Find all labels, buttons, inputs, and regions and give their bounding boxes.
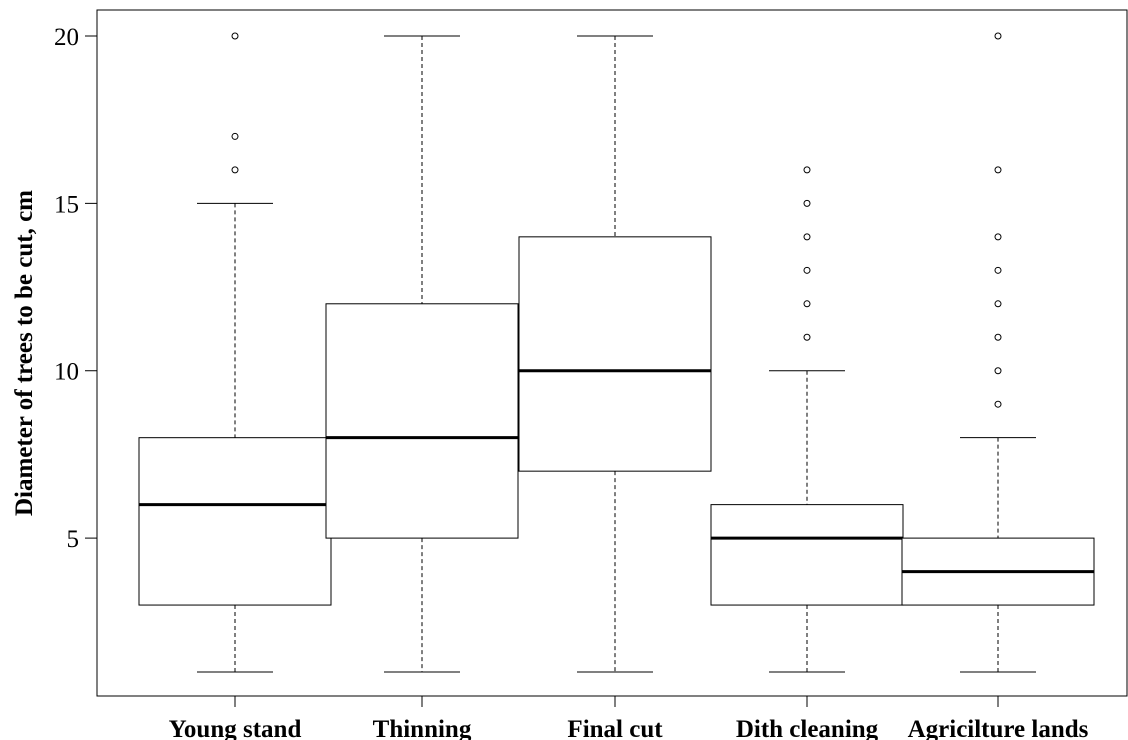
y-tick-label: 15 bbox=[54, 191, 79, 218]
x-category-label: Thinning bbox=[373, 716, 472, 740]
outlier-point bbox=[994, 233, 1002, 241]
outlier-point bbox=[803, 333, 811, 341]
iqr-box bbox=[138, 437, 332, 606]
iqr-box bbox=[518, 236, 712, 472]
outlier-point bbox=[994, 300, 1002, 308]
x-category-label: Agricilture lands bbox=[908, 716, 1089, 740]
box-group bbox=[138, 32, 1095, 673]
outlier-point bbox=[231, 132, 239, 140]
outlier-point bbox=[803, 199, 811, 207]
x-category-label: Young stand bbox=[169, 716, 302, 740]
outlier-point bbox=[803, 166, 811, 174]
outlier-point bbox=[803, 266, 811, 274]
x-axis: Young stand Thinning Final cut Dith cleanin… bbox=[169, 696, 1089, 740]
outlier-point bbox=[994, 32, 1002, 40]
outlier-point bbox=[994, 166, 1002, 174]
x-category-label: Final cut bbox=[567, 716, 663, 740]
outlier-point bbox=[803, 233, 811, 241]
iqr-box bbox=[710, 504, 904, 606]
outlier-point bbox=[994, 266, 1002, 274]
outlier-point bbox=[231, 166, 239, 174]
plot-frame bbox=[96, 9, 1128, 697]
y-tick-label: 10 bbox=[54, 359, 79, 386]
y-axis: 5 10 15 20 bbox=[54, 24, 97, 553]
outlier-point bbox=[994, 367, 1002, 375]
y-tick-label: 5 bbox=[67, 526, 80, 553]
y-axis-title: Diameter of trees to be cut, cm bbox=[11, 190, 38, 516]
iqr-box bbox=[325, 303, 519, 539]
outlier-point bbox=[803, 300, 811, 308]
y-tick-label: 20 bbox=[54, 24, 79, 51]
outlier-point bbox=[994, 333, 1002, 341]
outlier-point bbox=[994, 400, 1002, 408]
outlier-point bbox=[231, 32, 239, 40]
x-category-label: Dith cleaning bbox=[736, 716, 879, 740]
